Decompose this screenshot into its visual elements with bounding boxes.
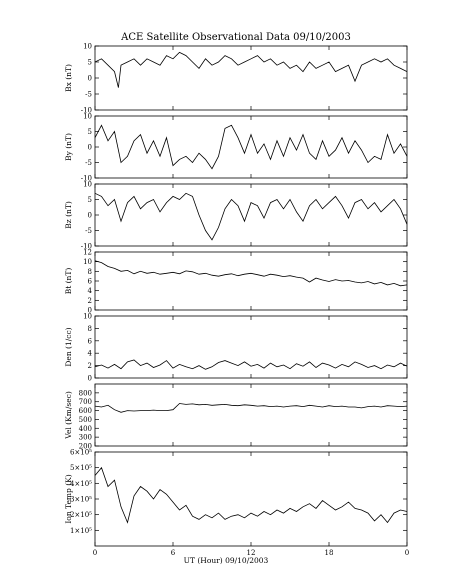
ytick-label: 400	[79, 425, 92, 433]
series-line-vel	[94, 403, 408, 413]
ytick-label: 6×10⁵	[70, 449, 92, 457]
panel-den: 0 2 4 6 8 10 Den (1/cc)	[64, 313, 408, 383]
panel-frame-den	[94, 315, 408, 379]
ytick-label: 700	[79, 398, 92, 406]
ytick-label: -10	[81, 175, 92, 183]
panel-frame-bt	[94, 251, 408, 311]
panel-by: -10 -5 0 5 10 By (nT)	[64, 113, 408, 183]
ytick-label: 0	[88, 75, 92, 83]
ytick-label: -10	[81, 243, 92, 251]
x-axis-label: UT (Hour) 09/10/2003	[184, 556, 269, 565]
chart-title: ACE Satellite Observational Data 09/10/2…	[120, 32, 351, 43]
ytick-label: 4	[88, 350, 93, 358]
ytick-label: 500	[79, 416, 92, 424]
panel-temp: 1×10⁵ 2×10⁵ 3×10⁵ 4×10⁵ 5×10⁵ 6×10⁵ Ion Temp (…	[64, 449, 408, 547]
ytick-label: 10	[83, 43, 92, 51]
ytick-label: -5	[85, 91, 92, 99]
ytick-label: -10	[81, 107, 92, 115]
series-line-bx	[94, 51, 408, 88]
ytick-label: 4×10⁵	[70, 480, 92, 488]
ytick-label: 5×10⁵	[70, 464, 92, 472]
ytick-label: -5	[85, 159, 92, 167]
ytick-label: 300	[79, 434, 92, 442]
ytick-label: 8	[88, 268, 92, 276]
xtick-label: 6	[171, 549, 176, 557]
xtick-label: 18	[325, 549, 334, 557]
ytick-label: 5	[88, 59, 92, 67]
ytick-label: 0	[88, 375, 92, 383]
xtick-label: 0	[93, 549, 97, 557]
panel-bz: -10 -5 0 5 10 Bz (nT)	[64, 181, 408, 251]
series-line-bt	[94, 260, 408, 287]
ylabel-temp: Ion Temp (K)	[64, 474, 73, 523]
ytick-label: 1×10⁵	[70, 527, 92, 535]
ylabel-vel: Vel (Km/sec)	[64, 391, 73, 440]
ytick-label: 10	[83, 181, 92, 189]
ytick-label: 200	[79, 443, 92, 451]
panel-frame-temp	[94, 451, 408, 547]
ytick-label: 2	[88, 297, 92, 305]
ytick-label: 10	[83, 258, 92, 266]
ylabel-bt: Bt (nT)	[64, 268, 73, 295]
ytick-label: 5	[88, 128, 92, 136]
x-tick-labels: 0 6 12 18 0	[93, 549, 409, 557]
ytick-label: 12	[83, 249, 92, 257]
ylabel-by: By (nT)	[64, 133, 73, 161]
ytick-label: 0	[88, 212, 92, 220]
series-line-by	[94, 124, 408, 170]
series-line-den	[94, 359, 408, 370]
ytick-label: -5	[85, 227, 92, 235]
panel-frame-bx	[94, 45, 408, 111]
ytick-label: 2	[88, 362, 92, 370]
series-line-bz	[94, 192, 408, 241]
ytick-label: 10	[83, 313, 92, 321]
ytick-label: 2×10⁵	[70, 511, 92, 519]
ytick-label: 6	[88, 278, 93, 286]
panel-frame-vel	[94, 383, 408, 447]
panel-frame-by	[94, 115, 408, 179]
ytick-label: 0	[88, 307, 92, 315]
ytick-label: 10	[83, 113, 92, 121]
ytick-label: 8	[88, 325, 92, 333]
xtick-label: 0	[405, 549, 409, 557]
panels: -10 -5 0 5 10 Bx (nT) -10 -5 0 5 10 By (nT) -10 -5 0 5 1…	[64, 43, 408, 547]
ylabel-bz: Bz (nT)	[64, 201, 73, 229]
series-line-temp	[94, 466, 408, 524]
ylabel-bx: Bx (nT)	[64, 64, 73, 92]
ytick-label: 5	[88, 196, 92, 204]
ytick-label: 6	[88, 337, 93, 345]
ytick-label: 4	[88, 287, 93, 295]
ytick-label: 800	[79, 389, 92, 397]
panel-bx: -10 -5 0 5 10 Bx (nT)	[64, 43, 408, 115]
ytick-label: 600	[79, 407, 92, 415]
xtick-label: 12	[247, 549, 256, 557]
ylabel-den: Den (1/cc)	[64, 327, 73, 366]
ytick-label: 0	[88, 144, 92, 152]
panel-frame-bz	[94, 183, 408, 247]
ytick-label: 3×10⁵	[70, 496, 92, 504]
